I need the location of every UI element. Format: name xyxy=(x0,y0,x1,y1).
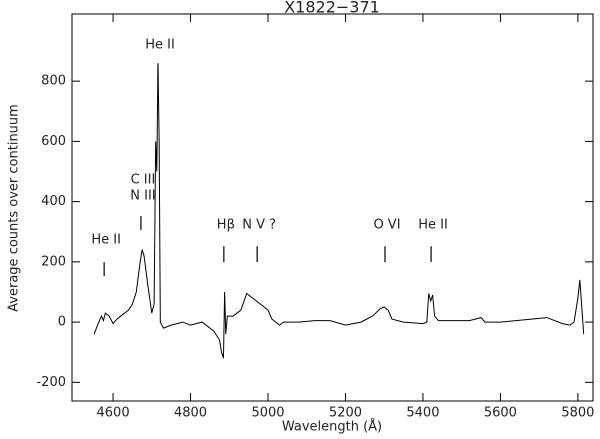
x-tick-label: 5000 xyxy=(251,406,284,421)
x-axis-label: Wavelength (Å) xyxy=(282,419,382,435)
annotation-label: He II xyxy=(418,218,448,233)
annotation-label: N III xyxy=(130,188,155,203)
spectrum-line xyxy=(93,63,585,359)
y-tick-label: -200 xyxy=(36,375,66,390)
x-tick-label: 4600 xyxy=(97,406,130,421)
annotation-label: C III xyxy=(131,172,156,187)
x-tick-label: 5800 xyxy=(561,406,594,421)
annotation-label: Hβ xyxy=(217,218,235,233)
x-tick-label: 4800 xyxy=(174,406,207,421)
x-tick-label: 5200 xyxy=(329,406,362,421)
x-tick-label: 5600 xyxy=(484,406,517,421)
y-tick-label: 400 xyxy=(41,194,66,209)
chart-title: X1822−371 xyxy=(284,0,380,17)
x-tick-label: 5400 xyxy=(406,406,439,421)
y-tick-label: 0 xyxy=(58,315,66,330)
annotation-label: O VI xyxy=(373,218,400,233)
y-tick-label: 200 xyxy=(41,254,66,269)
annotation-label: He II xyxy=(91,233,121,248)
y-tick-label: 600 xyxy=(41,134,66,149)
annotation-label: He II xyxy=(145,38,175,53)
y-axis-label: Average counts over continuum xyxy=(7,104,22,312)
y-tick-label: 800 xyxy=(41,74,66,89)
plot-frame xyxy=(71,13,594,402)
annotation-label: N V ? xyxy=(242,218,276,233)
